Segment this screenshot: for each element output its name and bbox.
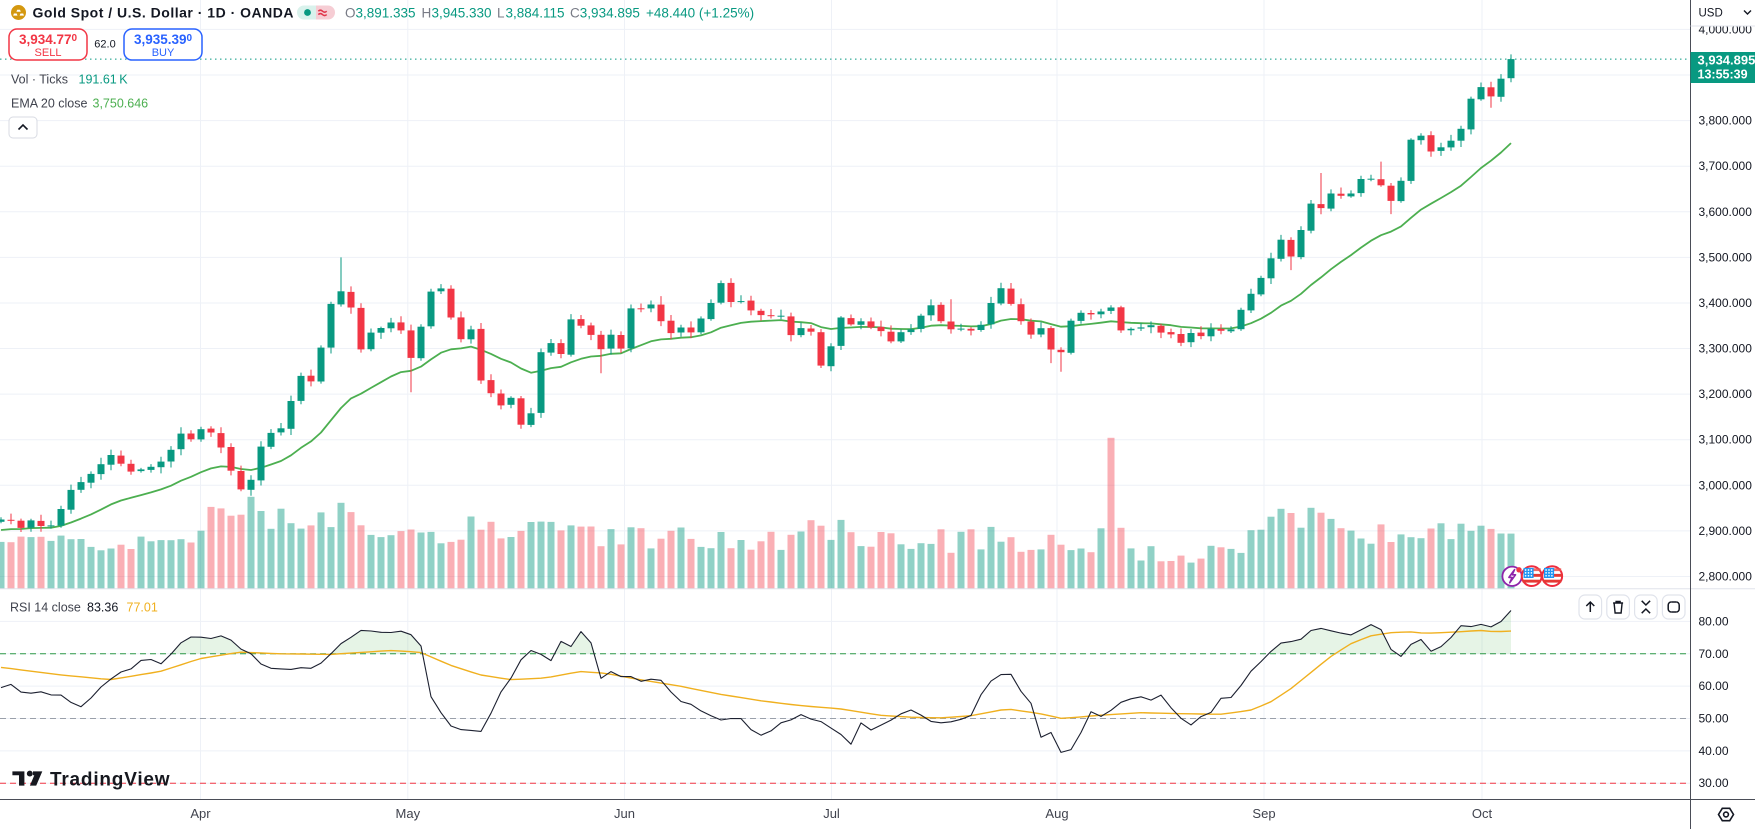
svg-text:+48.440 (+1.25%): +48.440 (+1.25%): [646, 6, 754, 21]
svg-text:2,800.000: 2,800.000: [1699, 570, 1753, 584]
svg-text:80.00: 80.00: [1699, 614, 1729, 628]
svg-text:Gold Spot / U.S. Dollar · 1D ·: Gold Spot / U.S. Dollar · 1D · OANDA: [33, 5, 294, 21]
svg-text:BUY: BUY: [152, 47, 175, 59]
svg-text:2,900.000: 2,900.000: [1699, 524, 1753, 538]
svg-text:TradingView: TradingView: [50, 770, 170, 791]
svg-text:3,891.335: 3,891.335: [356, 6, 416, 21]
svg-text:O: O: [345, 6, 356, 21]
svg-text:3,934.770: 3,934.770: [19, 32, 78, 47]
svg-text:3,200.000: 3,200.000: [1699, 387, 1753, 401]
svg-text:L: L: [497, 6, 505, 21]
svg-text:60.00: 60.00: [1699, 679, 1729, 693]
svg-text:3,600.000: 3,600.000: [1699, 205, 1753, 219]
svg-text:3,934.895: 3,934.895: [1698, 53, 1755, 68]
svg-text:Apr: Apr: [190, 806, 211, 821]
svg-text:3,945.330: 3,945.330: [432, 6, 492, 21]
svg-text:3,800.000: 3,800.000: [1699, 114, 1753, 128]
svg-text:Jun: Jun: [614, 806, 635, 821]
svg-text:C: C: [570, 6, 580, 21]
svg-text:30.00: 30.00: [1699, 776, 1729, 790]
svg-text:50.00: 50.00: [1699, 712, 1729, 726]
svg-text:3,884.115: 3,884.115: [506, 6, 565, 21]
svg-text:77.01: 77.01: [127, 601, 158, 615]
svg-text:3,000.000: 3,000.000: [1699, 478, 1753, 492]
svg-text:Aug: Aug: [1045, 806, 1068, 821]
svg-text:83.36: 83.36: [87, 601, 118, 615]
svg-text:Vol · Ticks: Vol · Ticks: [11, 73, 68, 87]
svg-text:3,750.646: 3,750.646: [93, 97, 149, 111]
svg-text:70.00: 70.00: [1699, 647, 1729, 661]
svg-text:3,400.000: 3,400.000: [1699, 296, 1753, 310]
svg-text:H: H: [422, 6, 432, 21]
svg-text:62.0: 62.0: [94, 39, 115, 51]
svg-text:Sep: Sep: [1252, 806, 1275, 821]
svg-text:SELL: SELL: [35, 47, 62, 59]
svg-text:3,935.390: 3,935.390: [134, 32, 193, 47]
svg-text:191.61 K: 191.61 K: [79, 73, 129, 87]
svg-text:EMA 20 close: EMA 20 close: [11, 97, 87, 111]
svg-text:RSI 14 close: RSI 14 close: [10, 601, 81, 615]
svg-text:3,100.000: 3,100.000: [1699, 433, 1753, 447]
svg-text:40.00: 40.00: [1699, 744, 1729, 758]
svg-text:May: May: [396, 806, 421, 821]
svg-text:3,500.000: 3,500.000: [1699, 250, 1753, 264]
svg-text:13:55:39: 13:55:39: [1698, 68, 1748, 82]
svg-text:3,934.895: 3,934.895: [580, 6, 640, 21]
svg-text:3,300.000: 3,300.000: [1699, 342, 1753, 356]
svg-text:USD: USD: [1699, 8, 1723, 20]
svg-text:Jul: Jul: [823, 806, 840, 821]
svg-text:Oct: Oct: [1472, 806, 1493, 821]
svg-text:3,700.000: 3,700.000: [1699, 159, 1753, 173]
